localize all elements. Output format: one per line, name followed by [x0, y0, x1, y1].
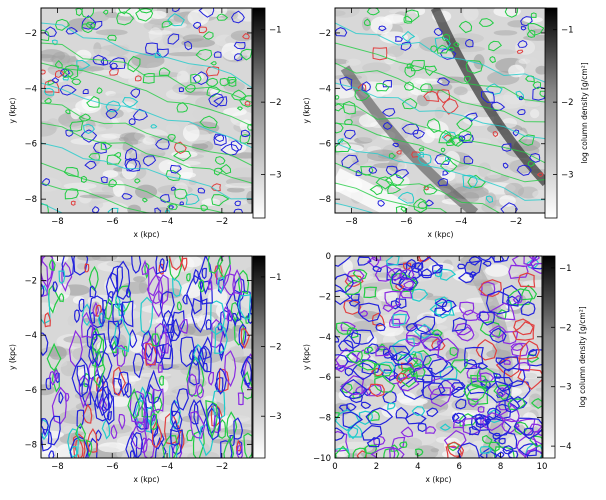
x-tick-label: −4 — [455, 217, 468, 227]
chart-panel-3: −8 −6 −4 −2 −8 −6 −4 −2 x (kpc) y (kpc) −3 −2 −1 — [8, 255, 282, 484]
x-axis-label: x (kpc) — [428, 230, 454, 239]
colorbar-scale — [544, 7, 558, 219]
density-map — [41, 8, 252, 213]
y-axis-label: y (kpc) — [302, 344, 311, 370]
x-tick-label: 2 — [374, 462, 379, 472]
x-tick-label: −4 — [161, 217, 174, 227]
contour-lines — [41, 256, 252, 458]
colorbar: −4 −3 −2 −1 log column density [g/cm²] — [542, 255, 587, 459]
x-axis-label: x (kpc) — [134, 475, 160, 484]
chart-panel-2: −8 −6 −4 −2 −8 −6 −4 −2 x (kpc) y (kpc) −3 −2 −1 log … — [302, 7, 589, 239]
x-tick-label: −8 — [345, 217, 358, 227]
contour-lines — [41, 8, 252, 213]
colorbar-tick-label: −2 — [561, 98, 574, 108]
colorbar: −3 −2 −1 log column density [g/cm²] — [544, 7, 589, 219]
y-tick-label: −4 — [318, 333, 331, 343]
y-tick-label: −8 — [24, 195, 37, 205]
x-axis-label: x (kpc) — [134, 230, 160, 239]
y-tick-label: −2 — [24, 277, 37, 287]
chart-panel-4: 0 2 4 6 8 10−10−8−6−4−20x (kpc)y (kpc)−4−3−2−… — [302, 252, 587, 484]
plot-frame — [40, 255, 253, 459]
x-tick-label: −6 — [400, 217, 413, 227]
x-tick-label: 10 — [537, 462, 548, 472]
y-tick-label: −10 — [313, 454, 331, 464]
colorbar-tick-label: −1 — [269, 273, 282, 283]
colorbar-scale — [542, 255, 556, 459]
y-axis-label: y (kpc) — [8, 344, 17, 370]
colorbar: −3 −2 −1 — [252, 7, 282, 219]
plot-frame — [334, 255, 543, 459]
y-axis-label: y (kpc) — [8, 97, 17, 123]
density-map — [335, 8, 546, 213]
y-tick-label: −6 — [24, 140, 37, 150]
x-tick-label: −6 — [106, 462, 119, 472]
x-tick-label: −2 — [216, 462, 229, 472]
colorbar-tick-label: −1 — [269, 26, 282, 36]
y-axis-label: y (kpc) — [302, 97, 311, 123]
colorbar-tick-label: −2 — [269, 343, 282, 353]
y-tick-label: −6 — [318, 140, 331, 150]
x-tick-label: 8 — [498, 462, 503, 472]
colorbar-tick-label: −3 — [269, 412, 282, 422]
x-tick-label: −2 — [216, 217, 229, 227]
colorbar-tick-label: −2 — [269, 98, 282, 108]
x-tick-label: −8 — [51, 462, 64, 472]
y-tick-label: 0 — [326, 252, 331, 262]
x-tick-label: 0 — [332, 462, 337, 472]
colorbar-label: log column density [g/cm²] — [578, 306, 587, 407]
x-tick-label: −8 — [51, 217, 64, 227]
x-tick-label: −4 — [161, 462, 174, 472]
y-tick-label: −4 — [318, 84, 331, 94]
colorbar: −3 −2 −1 — [252, 255, 282, 459]
colorbar-tick-label: −1 — [561, 26, 574, 36]
colorbar-scale — [252, 7, 266, 219]
colorbar-label: log column density [g/cm²] — [580, 62, 589, 163]
y-tick-label: −2 — [318, 29, 331, 39]
x-tick-label: −2 — [510, 217, 523, 227]
plot-frame — [40, 7, 253, 214]
y-tick-label: −8 — [318, 195, 331, 205]
colorbar-tick-label: −2 — [559, 323, 572, 333]
y-tick-label: −6 — [318, 373, 331, 383]
x-axis-label: x (kpc) — [426, 475, 452, 484]
colorbar-tick-label: −4 — [559, 442, 572, 452]
chart-panel-1: −8 −6 −4 −2 −8 −6 −4 −2 x (kpc) y (kpc) −3 −2 −1 — [8, 7, 282, 239]
y-tick-label: −2 — [24, 29, 37, 39]
contour-lines — [335, 8, 546, 213]
y-tick-label: −4 — [24, 331, 37, 341]
x-tick-label: −6 — [106, 217, 119, 227]
colorbar-tick-label: −1 — [559, 264, 572, 274]
contour-lines — [335, 256, 542, 458]
colorbar-tick-label: −3 — [559, 383, 572, 393]
y-tick-label: −4 — [24, 84, 37, 94]
y-tick-label: −8 — [318, 414, 331, 424]
y-tick-label: −8 — [24, 440, 37, 450]
x-tick-label: 6 — [456, 462, 461, 472]
x-tick-label: 4 — [415, 462, 420, 472]
colorbar-tick-label: −3 — [269, 171, 282, 181]
colorbar-tick-label: −3 — [561, 171, 574, 181]
y-tick-label: −6 — [24, 386, 37, 396]
y-tick-label: −2 — [318, 292, 331, 302]
colorbar-scale — [252, 255, 266, 459]
